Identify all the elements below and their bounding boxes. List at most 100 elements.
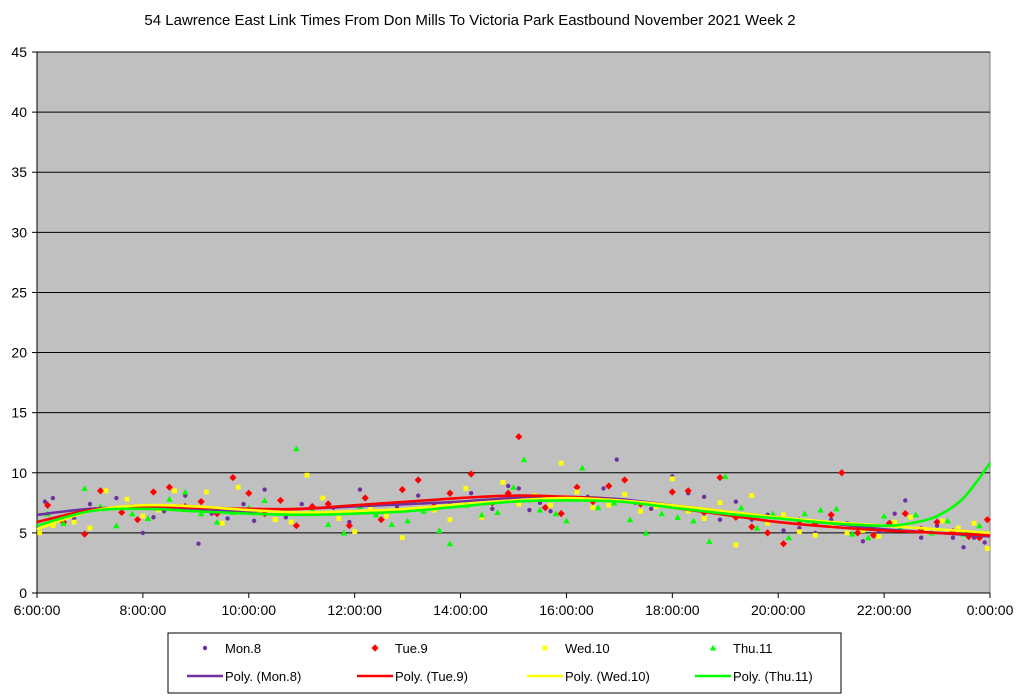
point-tue9 <box>605 482 613 490</box>
point-tue9 <box>377 516 385 524</box>
point-mon8 <box>961 545 966 550</box>
point-wed10 <box>516 501 522 507</box>
point-thu11 <box>833 505 840 512</box>
point-tue9 <box>621 476 629 484</box>
point-mon8 <box>601 486 606 491</box>
legend-box <box>167 632 842 694</box>
x-tick-label: 6:00:00 <box>14 602 61 618</box>
plot-background <box>36 51 991 594</box>
x-tick-label: 0:00:00 <box>967 602 1014 618</box>
point-mon8 <box>548 509 553 514</box>
point-tue9 <box>933 518 941 526</box>
x-tick-label: 10:00:00 <box>222 602 277 618</box>
point-thu11 <box>261 497 268 503</box>
point-wed10 <box>606 502 612 508</box>
point-tue9 <box>515 433 523 441</box>
y-tick-label: 30 <box>11 224 27 240</box>
point-thu11 <box>446 540 454 547</box>
y-tick-label: 20 <box>11 345 27 361</box>
point-wed10 <box>717 500 723 506</box>
point-thu11 <box>197 510 205 517</box>
point-wed10 <box>844 530 850 536</box>
point-thu11 <box>880 512 888 519</box>
point-thu11 <box>404 517 411 524</box>
point-thu11 <box>478 511 485 518</box>
point-tue9 <box>165 483 173 491</box>
point-thu11 <box>865 534 872 541</box>
point-wed10 <box>574 489 580 495</box>
point-wed10 <box>669 476 675 482</box>
point-mon8 <box>140 530 146 536</box>
point-tue9 <box>118 508 126 517</box>
point-wed10 <box>368 505 373 511</box>
trendline-thu11 <box>36 462 992 527</box>
x-tick-label: 14:00:00 <box>433 602 488 618</box>
legend-entry-thu11-marker <box>709 644 717 651</box>
point-mon8 <box>982 540 987 545</box>
point-wed10 <box>971 520 977 526</box>
point-tue9 <box>149 488 158 496</box>
point-mon8 <box>251 518 257 524</box>
point-thu11 <box>563 517 570 524</box>
point-thu11 <box>690 517 697 524</box>
point-wed10 <box>622 492 628 497</box>
point-wed10 <box>219 520 225 526</box>
point-mon8 <box>151 515 156 520</box>
point-wed10 <box>590 505 596 511</box>
point-wed10 <box>733 542 739 548</box>
point-thu11 <box>340 529 348 536</box>
point-wed10 <box>558 460 564 466</box>
point-tue9 <box>716 473 724 482</box>
point-wed10 <box>399 535 405 541</box>
point-mon8 <box>283 515 289 520</box>
point-tue9 <box>245 489 253 497</box>
point-wed10 <box>304 472 310 478</box>
point-thu11 <box>324 521 332 528</box>
point-tue9 <box>983 516 991 524</box>
point-mon8 <box>950 535 956 540</box>
x-tick-label: 20:00:00 <box>751 602 806 618</box>
point-tue9 <box>96 487 105 495</box>
point-tue9 <box>668 488 676 496</box>
point-wed10 <box>352 529 358 535</box>
point-thu11 <box>769 510 777 517</box>
point-wed10 <box>140 513 146 519</box>
point-mon8 <box>50 495 56 501</box>
point-tue9 <box>229 473 237 482</box>
legend-entry-wed10-label: Wed.10 <box>565 641 610 656</box>
point-thu11 <box>129 510 136 517</box>
point-tue9 <box>869 531 878 539</box>
legend-entry-tue9-label: Tue.9 <box>395 641 428 656</box>
y-tick-label: 35 <box>11 164 27 180</box>
point-tue9 <box>467 470 475 478</box>
point-thu11 <box>944 517 951 524</box>
point-thu11 <box>785 534 793 541</box>
point-tue9 <box>901 510 909 518</box>
legend-entry-poly-wed10-label: Poly. (Wed.10) <box>565 669 650 684</box>
chart-title: 54 Lawrence East Link Times From Don Mil… <box>144 12 795 29</box>
x-tick-label: 8:00:00 <box>120 602 167 618</box>
point-mon8 <box>299 501 304 507</box>
point-thu11 <box>642 529 650 536</box>
point-wed10 <box>548 502 553 508</box>
point-wed10 <box>892 519 898 525</box>
point-wed10 <box>37 530 43 536</box>
point-tue9 <box>541 504 549 512</box>
y-tick-label: 0 <box>19 585 27 601</box>
point-mon8 <box>241 501 246 507</box>
point-thu11 <box>579 464 586 471</box>
point-thu11 <box>293 445 300 452</box>
x-tick-label: 18:00:00 <box>645 602 700 618</box>
point-tue9 <box>81 530 89 538</box>
legend-entry-poly-tue9-label: Poly. (Tue.9) <box>395 669 468 684</box>
point-wed10 <box>984 546 990 551</box>
point-wed10 <box>781 512 786 518</box>
legend-entry-wed10-marker <box>542 645 548 651</box>
point-thu11 <box>372 511 380 518</box>
point-mon8 <box>347 519 352 525</box>
point-tue9 <box>573 483 581 491</box>
point-mon8 <box>357 487 363 492</box>
point-mon8 <box>196 541 201 546</box>
x-tick-label: 16:00:00 <box>539 602 594 618</box>
point-mon8 <box>262 487 267 492</box>
